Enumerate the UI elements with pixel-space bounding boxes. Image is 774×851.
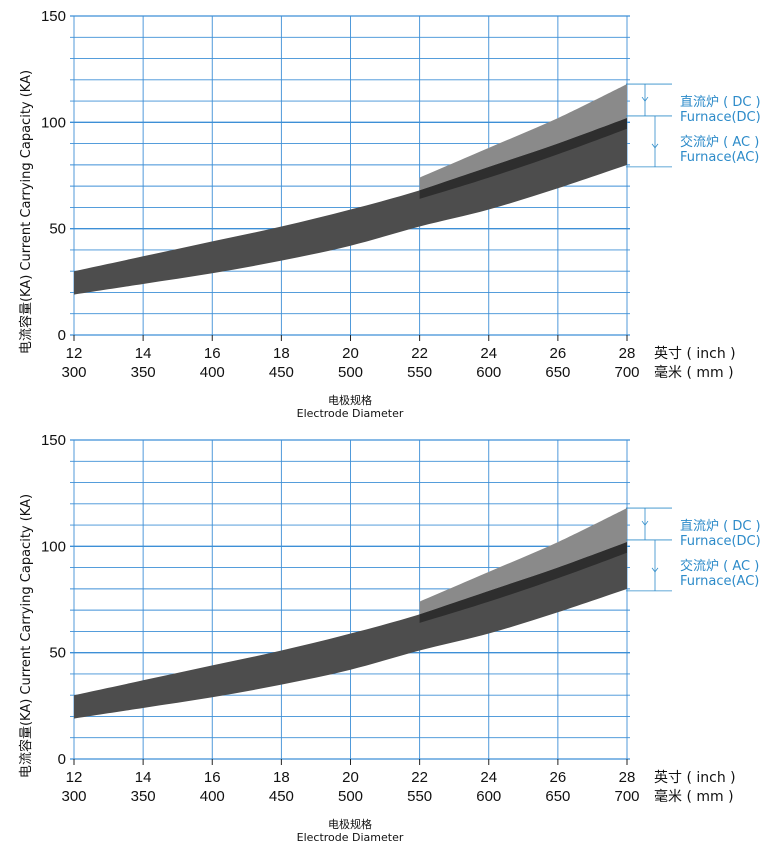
x-tick-label-inch: 28 [619, 345, 636, 362]
ac-furnace-band [74, 542, 627, 719]
x-tick-label-inch: 16 [204, 345, 221, 362]
legend-ac-cn: 交流炉 ( AC ) [680, 134, 759, 150]
x-tick-label-inch: 20 [342, 345, 359, 362]
x-tick-label-inch: 28 [619, 769, 636, 786]
legend-ac-arrow [651, 143, 659, 149]
x-axis-title-cn: 电极规格 [328, 393, 372, 407]
x-tick-label-inch: 18 [273, 769, 290, 786]
x-tick-label-mm: 300 [61, 788, 86, 805]
x-tick-label-mm: 700 [614, 364, 639, 381]
x-axis-title-en: Electrode Diameter [297, 407, 404, 420]
chart-svg-top: 1230014350164001845020500225502460026650… [18, 8, 761, 420]
x-tick-label-mm: 300 [61, 364, 86, 381]
x-tick-label-mm: 650 [545, 364, 570, 381]
y-axis-title: 电流容量(KA) Current Carrying Capacity (KA) [18, 494, 34, 778]
chart-top: 12 300 14 350 16 400 18 450 20 500 22 550 24 600 26 650… [0, 0, 774, 424]
x-tick-label-mm: 400 [200, 364, 225, 381]
x-tick-label-inch: 12 [66, 769, 83, 786]
y-tick-label: 150 [41, 432, 66, 449]
x-tick-label-mm: 550 [407, 788, 432, 805]
x-axis-title-cn: 电极规格 [328, 817, 372, 831]
x-unit-inch: 英寸 ( inch ) [654, 345, 736, 362]
chart-svg-bottom: 1230014350164001845020500225502460026650… [18, 432, 761, 844]
x-tick-label-inch: 22 [411, 345, 428, 362]
x-tick-label-mm: 600 [476, 364, 501, 381]
legend-dc-cn: 直流炉 ( DC ) [680, 95, 761, 110]
dc-ac-overlap-band [419, 118, 627, 199]
x-tick-label-mm: 400 [200, 788, 225, 805]
x-unit-mm: 毫米 ( mm ) [654, 364, 734, 381]
y-axis-title: 电流容量(KA) Current Carrying Capacity (KA) [18, 70, 34, 354]
x-unit-mm: 毫米 ( mm ) [654, 788, 734, 805]
x-tick-label-inch: 14 [135, 769, 152, 786]
x-tick-label-inch: 22 [411, 769, 428, 786]
x-tick-label-inch: 24 [480, 769, 497, 786]
chart-bottom: 12 300 14 350 16 400 18 450 20 500 22 550 24 600 26 650… [0, 424, 774, 848]
x-tick-label-mm: 650 [545, 788, 570, 805]
legend-ac-en: Furnace(AC) [680, 150, 759, 165]
y-tick-label: 0 [58, 751, 66, 768]
x-tick-label-mm: 450 [269, 788, 294, 805]
x-unit-inch: 英寸 ( inch ) [654, 769, 736, 786]
x-tick-label-inch: 12 [66, 345, 83, 362]
x-tick-label-mm: 500 [338, 788, 363, 805]
y-tick-label: 0 [58, 327, 66, 344]
legend-dc-en: Furnace(DC) [680, 534, 761, 549]
y-tick-label: 50 [49, 645, 66, 662]
x-tick-label-mm: 350 [131, 788, 156, 805]
legend-ac-en: Furnace(AC) [680, 574, 759, 589]
x-axis-title-en: Electrode Diameter [297, 831, 404, 844]
x-tick-label-inch: 14 [135, 345, 152, 362]
x-tick-label-inch: 16 [204, 769, 221, 786]
legend-dc-en: Furnace(DC) [680, 110, 761, 125]
y-tick-label: 100 [41, 538, 66, 555]
dc-furnace-band [419, 508, 627, 623]
x-tick-label-mm: 700 [614, 788, 639, 805]
legend-ac-arrow [651, 567, 659, 573]
x-tick-label-mm: 500 [338, 364, 363, 381]
legend-dc-cn: 直流炉 ( DC ) [680, 519, 761, 534]
x-tick-label-mm: 550 [407, 364, 432, 381]
x-tick-label-mm: 350 [131, 364, 156, 381]
x-tick-label-inch: 18 [273, 345, 290, 362]
x-tick-label-inch: 24 [480, 345, 497, 362]
legend-dc-arrow [641, 520, 649, 526]
dc-furnace-band [419, 84, 627, 199]
dc-ac-overlap-band [419, 542, 627, 623]
y-tick-label: 150 [41, 8, 66, 25]
y-tick-label: 100 [41, 114, 66, 131]
x-tick-label-inch: 26 [550, 345, 567, 362]
x-tick-label-mm: 450 [269, 364, 294, 381]
legend-ac-cn: 交流炉 ( AC ) [680, 558, 759, 574]
legend-dc-arrow [641, 96, 649, 102]
y-tick-label: 50 [49, 221, 66, 238]
x-tick-label-inch: 26 [550, 769, 567, 786]
x-tick-label-mm: 600 [476, 788, 501, 805]
x-tick-label-inch: 20 [342, 769, 359, 786]
ac-furnace-band [74, 118, 627, 295]
